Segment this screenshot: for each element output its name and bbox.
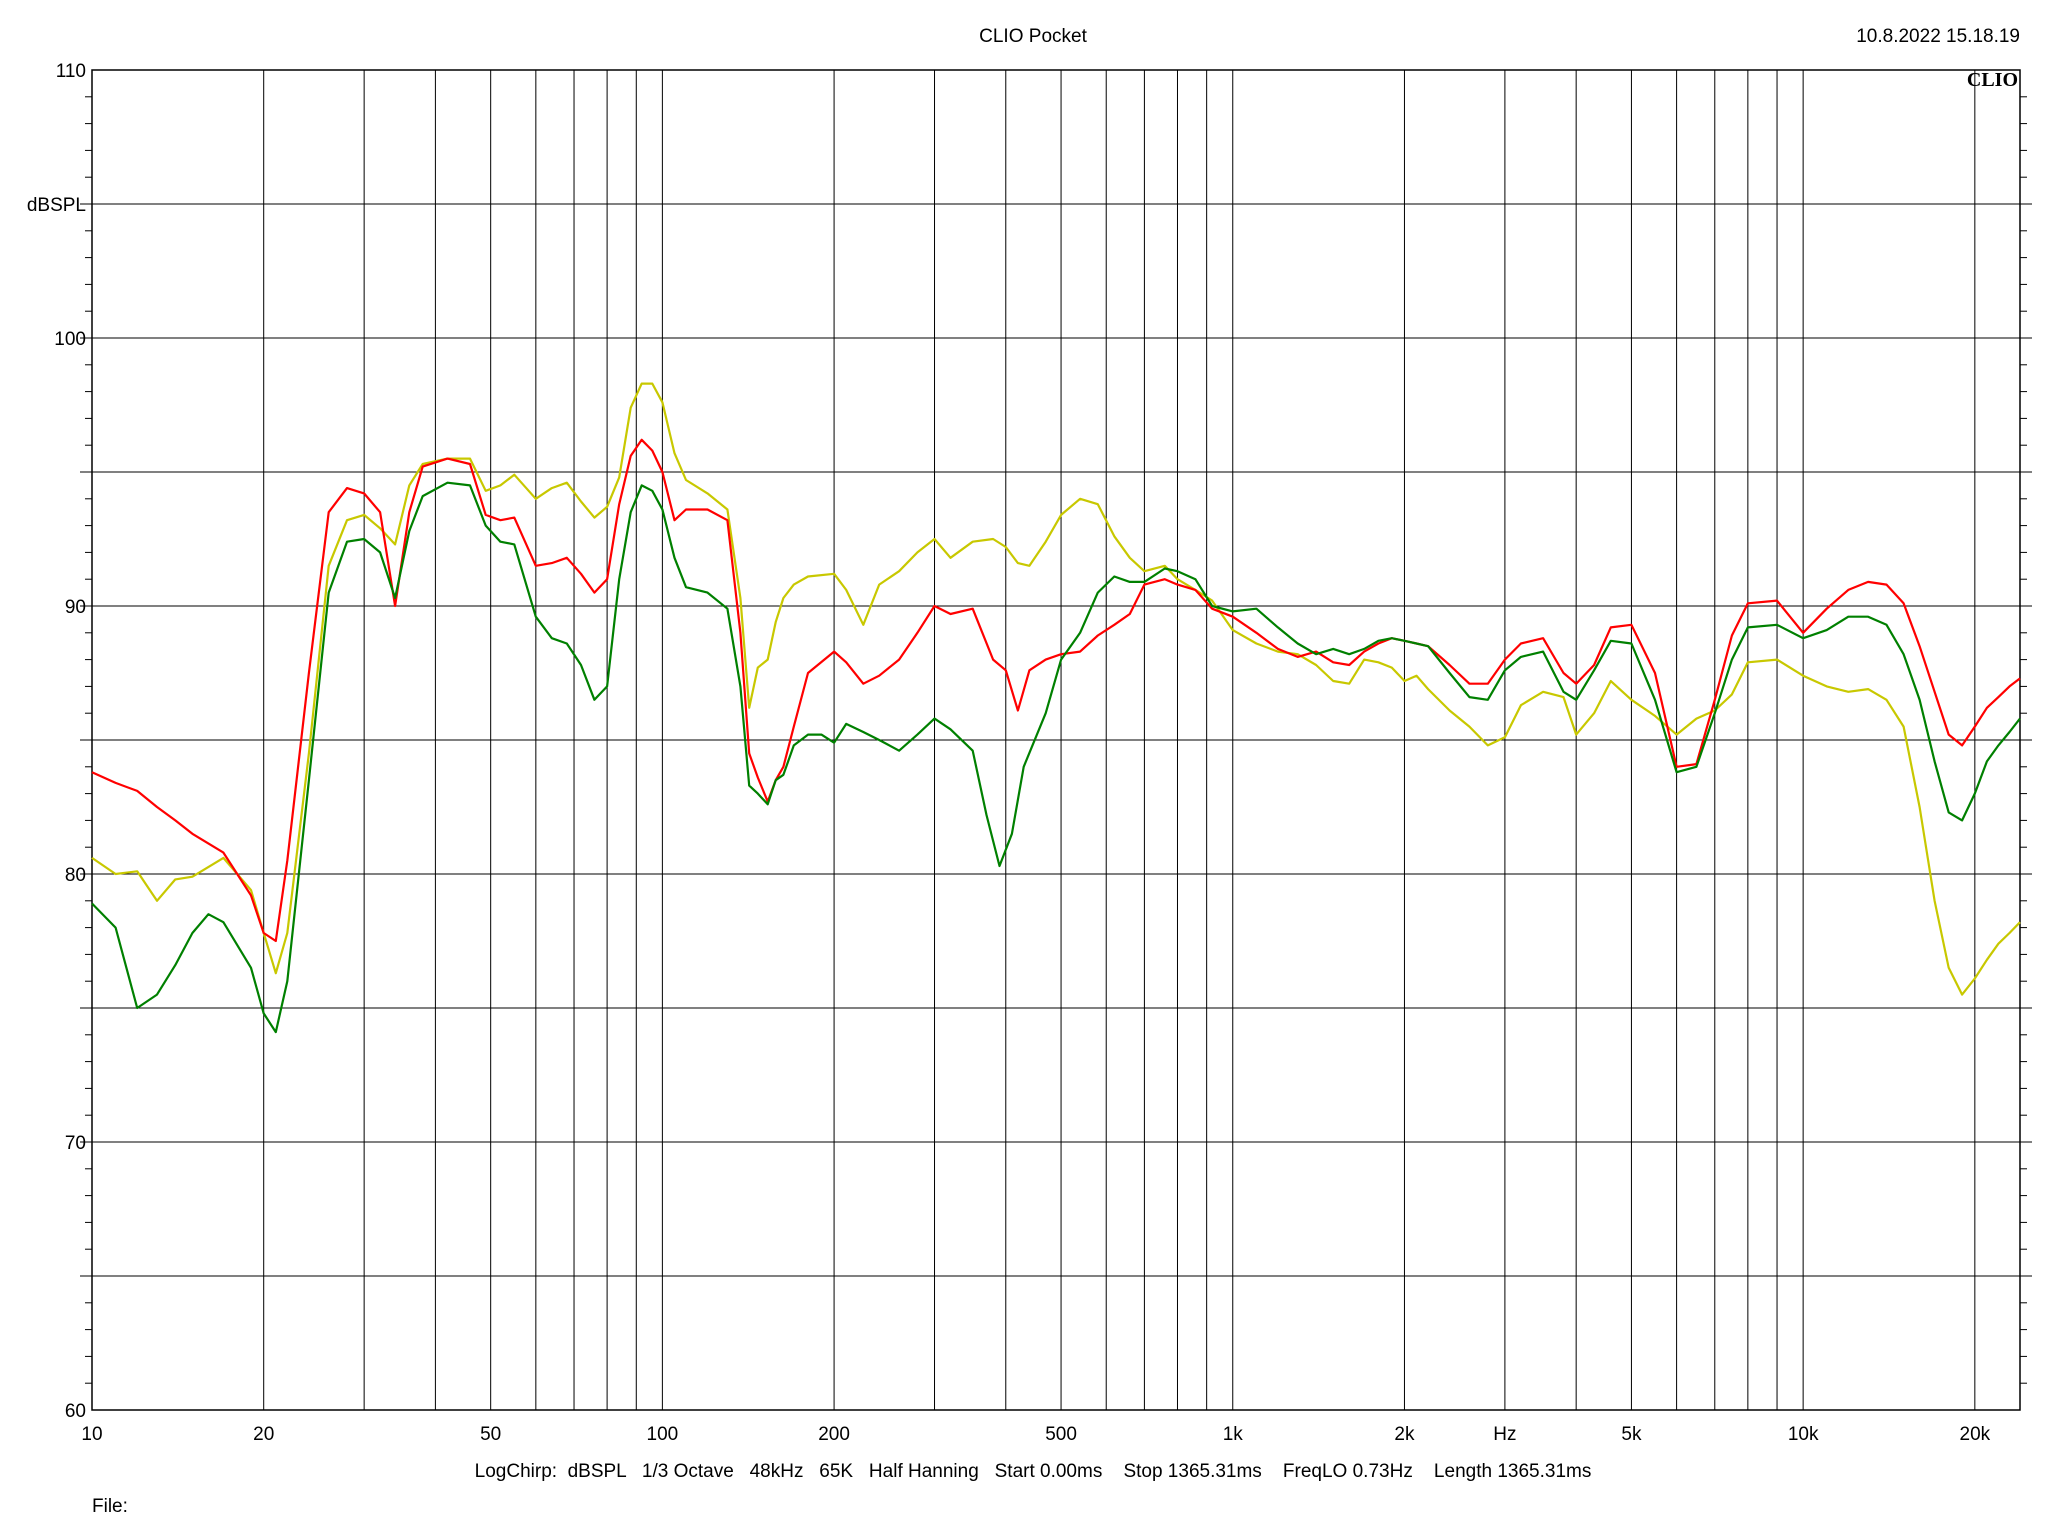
series-line-1 xyxy=(91,382,2021,996)
x-tick-label: 50 xyxy=(480,1424,501,1445)
x-tick-label: 10 xyxy=(81,1424,102,1445)
grid xyxy=(80,70,2032,1410)
x-tick-label: 5k xyxy=(1621,1424,1642,1445)
x-tick-label: 1k xyxy=(1223,1424,1244,1445)
y-axis-unit-label: dBSPL xyxy=(27,195,86,216)
x-tick-label: 500 xyxy=(1045,1424,1077,1445)
plot-area-border xyxy=(91,69,2021,1411)
x-tick-label: 20k xyxy=(1960,1424,1991,1445)
x-tick-label: 20 xyxy=(253,1424,274,1445)
series-line-3 xyxy=(91,481,2021,1034)
x-tick-label: 100 xyxy=(647,1424,679,1445)
timestamp: 10.8.2022 15.18.19 xyxy=(1856,26,2020,47)
chart-title: CLIO Pocket xyxy=(979,26,1087,47)
series-layer xyxy=(91,382,2021,1034)
y-tick-label: 60 xyxy=(65,1401,86,1422)
y-tick-label: 70 xyxy=(65,1133,86,1154)
clio-logo: CLIO xyxy=(1967,69,2018,91)
y-axis: 110 100 90 80 70 60 dBSPL xyxy=(27,61,86,1422)
y-tick-label: 100 xyxy=(54,329,86,350)
x-axis: 10 20 50 100 200 500 1k 2k 5k 10k 20k Hz xyxy=(81,1424,1990,1445)
measurement-settings: LogChirp: dBSPL 1/3 Octave 48kHz 65K Hal… xyxy=(475,1461,1592,1482)
series-line-2 xyxy=(91,438,2021,943)
file-label: File: xyxy=(92,1496,128,1517)
x-axis-unit-label: Hz xyxy=(1493,1424,1516,1445)
x-tick-label: 10k xyxy=(1788,1424,1819,1445)
y-tick-label: 90 xyxy=(65,597,86,618)
y-tick-label: 80 xyxy=(65,865,86,886)
x-tick-label: 2k xyxy=(1394,1424,1415,1445)
y-tick-label: 110 xyxy=(56,61,86,82)
x-tick-label: 200 xyxy=(818,1424,850,1445)
